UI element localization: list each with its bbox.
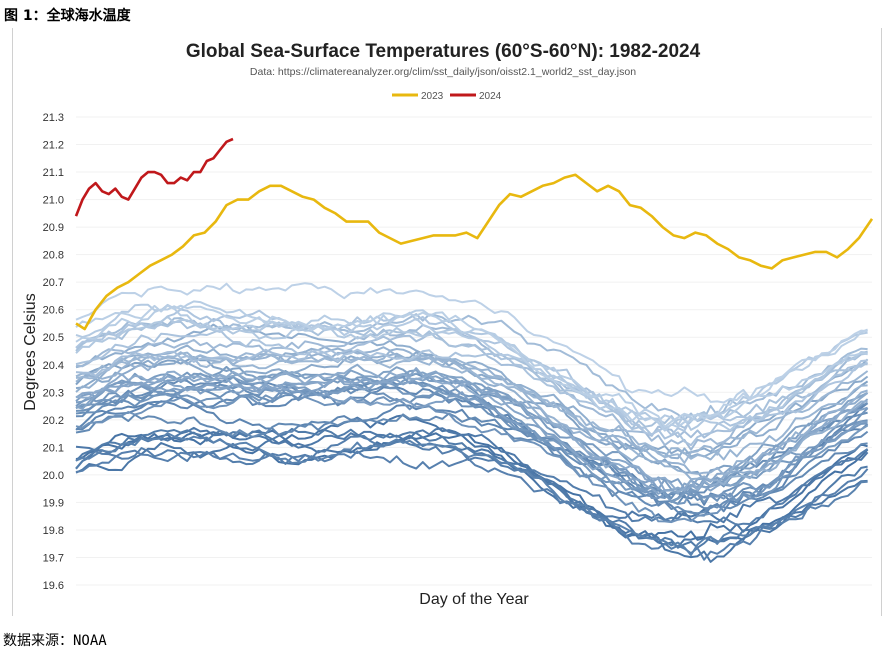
historical-year-line xyxy=(75,320,868,430)
y-tick-label: 20.9 xyxy=(43,222,64,234)
historical-year-line xyxy=(75,308,868,436)
y-tick-label: 19.6 xyxy=(43,580,64,592)
y-tick-label: 20.3 xyxy=(43,387,64,399)
figure-label: 图 1：全球海水温度 xyxy=(4,8,131,24)
historical-year-line xyxy=(75,412,868,510)
legend: 2023 2024 xyxy=(392,91,502,102)
y-tick-label: 20.5 xyxy=(43,332,64,344)
y-tick-label: 20.8 xyxy=(43,250,64,262)
historical-year-line xyxy=(75,300,868,432)
x-axis-title: Day of the Year xyxy=(419,591,529,608)
historical-year-line xyxy=(75,304,868,428)
y-tick-label: 19.7 xyxy=(43,552,64,564)
y-tick-label: 20.6 xyxy=(43,305,64,317)
highlighted-series xyxy=(74,137,874,331)
historical-year-line xyxy=(75,426,869,524)
y-axis-ticks: 21.3 21.2 21.1 21.0 20.9 20.8 20.7 20.6 20.5 20.4… xyxy=(43,112,64,592)
y-tick-label: 19.9 xyxy=(43,497,64,509)
historical-year-line xyxy=(75,449,869,561)
legend-label-2023: 2023 xyxy=(421,91,444,102)
historical-year-line xyxy=(75,363,869,493)
historical-year-line xyxy=(75,375,869,495)
historical-year-line xyxy=(75,346,868,476)
historical-year-line xyxy=(75,381,869,504)
y-tick-label: 21.2 xyxy=(43,140,64,152)
historical-year-line xyxy=(75,432,868,557)
y-tick-label: 21.0 xyxy=(43,195,64,207)
chart-frame xyxy=(12,28,882,616)
historical-year-line xyxy=(75,282,868,404)
chart-title: Global Sea-Surface Temperatures (60°S-60… xyxy=(186,41,701,62)
historical-year-line xyxy=(75,315,868,432)
y-tick-label: 19.8 xyxy=(43,525,64,537)
source-label: 数据来源：NOAA xyxy=(3,633,107,649)
y-tick-label: 21.3 xyxy=(43,112,64,124)
series-line-2023 xyxy=(75,173,874,331)
legend-label-2024: 2024 xyxy=(479,91,502,102)
y-tick-label: 21.1 xyxy=(43,167,64,179)
series-line-2024 xyxy=(74,137,234,217)
historical-year-line xyxy=(75,303,868,426)
y-tick-label: 20.0 xyxy=(43,470,64,482)
chart-subtitle: Data: https://climatereanalyzer.org/clim… xyxy=(250,66,636,78)
y-tick-label: 20.4 xyxy=(43,360,64,372)
historical-series xyxy=(75,282,869,563)
historical-year-line xyxy=(75,351,869,464)
historical-year-line xyxy=(75,427,868,549)
y-tick-label: 20.7 xyxy=(43,277,64,289)
y-tick-label: 20.2 xyxy=(43,415,64,427)
historical-year-line xyxy=(75,367,869,492)
y-tick-label: 20.1 xyxy=(43,442,64,454)
y-axis-title: Degrees Celsius xyxy=(22,293,39,410)
